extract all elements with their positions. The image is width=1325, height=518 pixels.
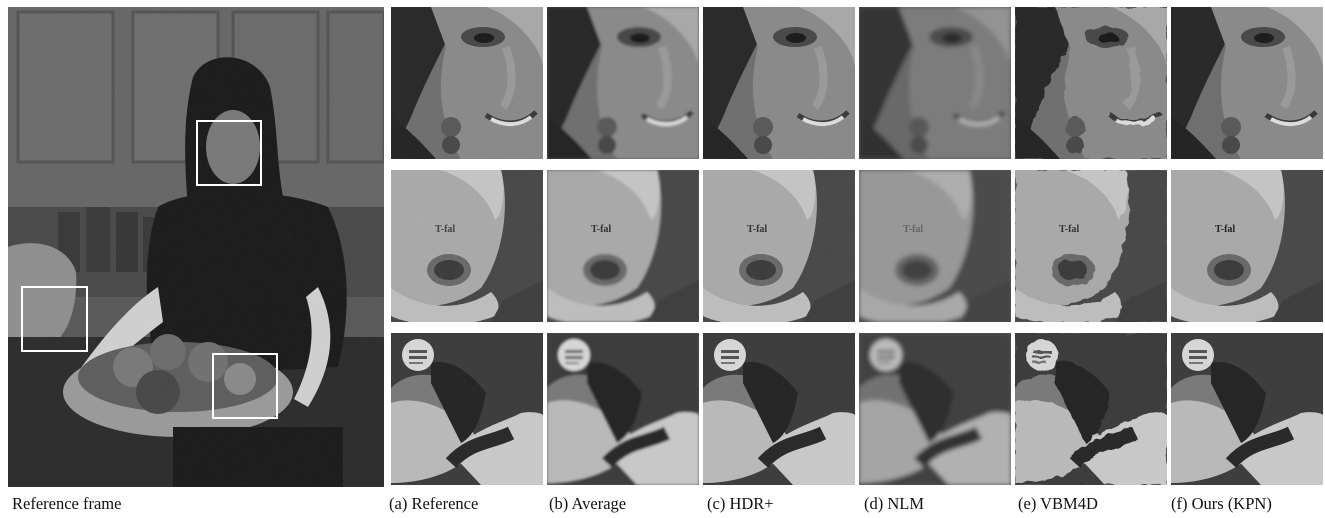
caption-reference: (a) Reference: [389, 494, 479, 513]
face-crop-vbm4d: [1015, 7, 1167, 159]
apple-crop-vbm4d: [1015, 333, 1167, 485]
kettle-crop-reference: T-fal: [391, 170, 543, 322]
kettle-logo-text: T-fal: [1215, 224, 1235, 235]
apple-crop-hdrplus: [703, 333, 855, 485]
kettle-logo-text: T-fal: [1059, 224, 1079, 235]
caption-reference-frame: Reference frame: [12, 494, 122, 513]
kettle-crop-average: T-fal: [547, 170, 699, 322]
kettle-crop-ours-kpn: T-fal: [1171, 170, 1323, 322]
apple-crop-ours-kpn: [1171, 333, 1323, 485]
caption-hdrplus: (c) HDR+: [707, 494, 774, 513]
apple-crop-nlm: [859, 333, 1011, 485]
face-crop-nlm: [859, 7, 1011, 159]
kettle-logo-text: T-fal: [747, 224, 767, 235]
caption-ours-kpn: (f) Ours (KPN): [1171, 494, 1272, 513]
face-crop-ours-kpn: [1171, 7, 1323, 159]
roi-box-apple: [212, 353, 278, 419]
caption-average: (b) Average: [549, 494, 627, 513]
kettle-crop-hdrplus: T-fal: [703, 170, 855, 322]
roi-box-face: [196, 120, 262, 186]
apple-crop-average: [547, 333, 699, 485]
reference-frame-image: [8, 7, 384, 487]
caption-nlm: (d) NLM: [864, 494, 925, 513]
kettle-logo-text: T-fal: [591, 224, 611, 235]
kettle-logo-text: T-fal: [435, 224, 455, 235]
caption-vbm4d: (e) VBM4D: [1018, 494, 1098, 513]
kettle-logo-text: T-fal: [903, 224, 923, 235]
kettle-crop-nlm: T-fal: [859, 170, 1011, 322]
face-crop-reference: [391, 7, 543, 159]
roi-box-kettle: [21, 286, 88, 352]
face-crop-average: [547, 7, 699, 159]
kettle-crop-vbm4d: T-fal: [1015, 170, 1167, 322]
apple-crop-reference: [391, 333, 543, 485]
face-crop-hdrplus: [703, 7, 855, 159]
